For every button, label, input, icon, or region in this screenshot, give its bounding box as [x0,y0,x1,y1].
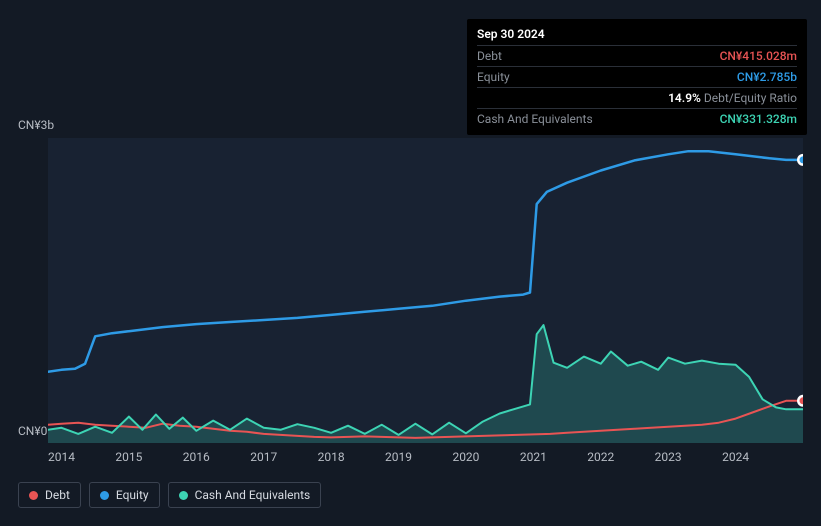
x-tick-label: 2021 [520,450,547,464]
tooltip-row-label: Cash And Equivalents [477,110,593,128]
legend-label: Cash And Equivalents [195,488,311,502]
x-tick-label: 2017 [250,450,277,464]
legend-label: Equity [116,488,149,502]
x-tick-label: 2016 [183,450,210,464]
series-line [48,151,803,372]
x-tick-label: 2018 [318,450,345,464]
tooltip-row: Cash And Equivalents CN¥331.328m [477,108,797,129]
tooltip-row-label: Equity [477,68,510,86]
tooltip-date: Sep 30 2024 [477,25,797,43]
x-axis-ticks: 2014 2015 2016 2017 2018 2019 2020 2021 2022 2023… [48,450,803,468]
x-tick-label: 2020 [452,450,479,464]
tooltip-row-label: Debt [477,47,502,65]
legend-swatch [179,491,188,500]
x-tick-label: 2014 [48,450,75,464]
x-tick-label: 2022 [587,450,614,464]
tooltip-row-value: CN¥2.785b [737,68,797,86]
tooltip-row: 14.9% Debt/Equity Ratio [477,87,797,108]
y-axis-max-label: CN¥3b [18,118,54,132]
x-tick-label: 2015 [115,450,142,464]
tooltip-row: Equity CN¥2.785b [477,66,797,87]
tooltip-row-value: 14.9% Debt/Equity Ratio [668,89,797,107]
chart-plot-area[interactable] [48,138,803,443]
x-tick-label: 2024 [722,450,749,464]
legend-swatch [29,491,38,500]
series-end-marker [797,154,803,166]
tooltip-row: Debt CN¥415.028m [477,45,797,66]
legend-item[interactable]: Debt [18,482,81,508]
x-tick-label: 2023 [655,450,682,464]
chart-tooltip: Sep 30 2024 Debt CN¥415.028m Equity CN¥2.78… [467,19,807,135]
tooltip-row-value: CN¥331.328m [720,110,797,128]
legend-label: Debt [45,488,70,502]
legend-item[interactable]: Equity [89,482,160,508]
series-end-marker [797,395,803,407]
chart-legend: Debt Equity Cash And Equivalents [18,482,321,508]
x-tick-label: 2019 [385,450,412,464]
tooltip-row-value: CN¥415.028m [720,47,797,65]
legend-swatch [100,491,109,500]
y-axis-min-label: CN¥0 [18,424,47,438]
legend-item[interactable]: Cash And Equivalents [168,482,322,508]
